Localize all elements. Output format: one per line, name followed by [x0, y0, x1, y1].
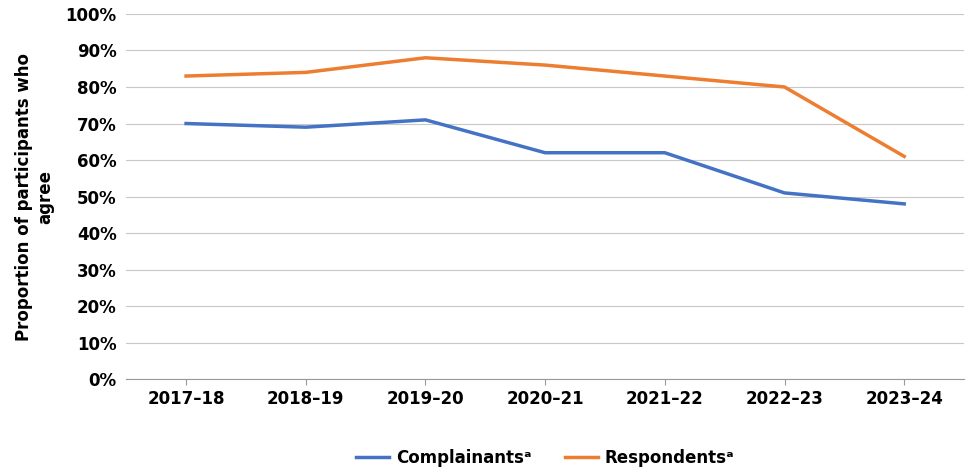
Legend: Complainantsᵃ, Respondentsᵃ: Complainantsᵃ, Respondentsᵃ — [350, 442, 741, 474]
Y-axis label: Proportion of participants who
agree: Proportion of participants who agree — [16, 53, 54, 341]
Respondentsᵃ — [539, 62, 551, 68]
Line: Complainantsᵃ: Complainantsᵃ — [186, 120, 904, 204]
Respondentsᵃ — [181, 73, 192, 79]
Respondentsᵃ — [419, 55, 431, 61]
Complainantsᵃ — [300, 124, 312, 130]
Complainantsᵃ — [779, 190, 790, 196]
Respondentsᵃ — [779, 84, 790, 90]
Complainantsᵃ — [659, 150, 671, 155]
Complainantsᵃ — [898, 201, 910, 207]
Respondentsᵃ — [898, 154, 910, 159]
Respondentsᵃ — [659, 73, 671, 79]
Complainantsᵃ — [539, 150, 551, 155]
Complainantsᵃ — [181, 121, 192, 127]
Complainantsᵃ — [419, 117, 431, 123]
Respondentsᵃ — [300, 70, 312, 75]
Line: Respondentsᵃ: Respondentsᵃ — [186, 58, 904, 156]
